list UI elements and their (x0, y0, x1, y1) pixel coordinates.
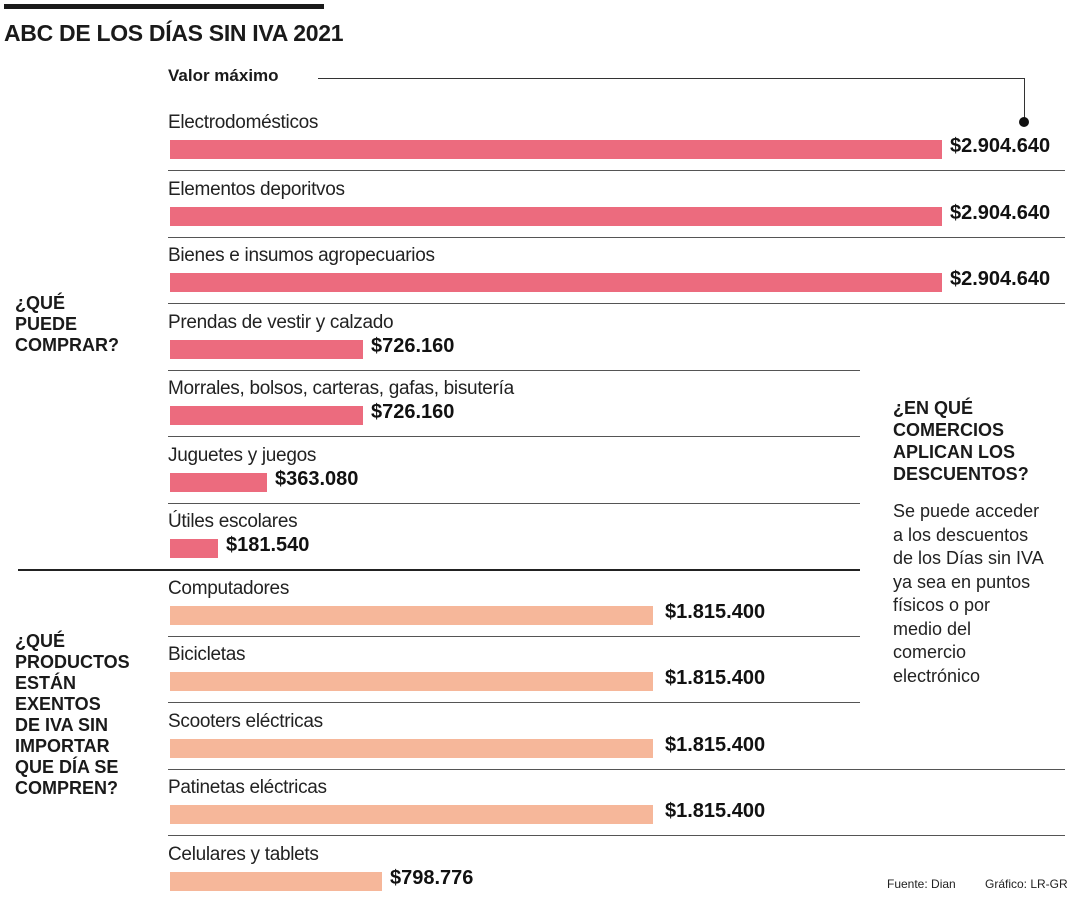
section-divider (18, 569, 860, 571)
side-question-line: ¿EN QUÉ (893, 398, 974, 418)
bar-value-label: $2.904.640 (950, 268, 1051, 290)
value-header-leader-line (318, 78, 1025, 79)
side-answer-line: electrónico (893, 665, 981, 686)
bar (170, 206, 942, 226)
bar-value-label: $726.160 (371, 401, 455, 423)
row-divider (168, 702, 860, 703)
row-divider (168, 237, 1065, 238)
bar (170, 605, 653, 625)
chart-title: ABC DE LOS DÍAS SIN IVA 2021 (4, 20, 344, 46)
side-answer-line: de los Días sin IVA (893, 548, 1044, 568)
bar (170, 339, 363, 359)
bar-category-label: Electrodomésticos (168, 112, 319, 133)
section-label-line: PRODUCTOS (15, 652, 130, 672)
side-question-line: APLICAN LOS (893, 442, 1016, 462)
side-question-line: DESCUENTOS? (893, 464, 1029, 484)
section-label-line: ¿QUÉ (15, 293, 66, 313)
bar-category-label: Bienes e insumos agropecuarios (168, 245, 435, 266)
bar-value-label: $1.815.400 (665, 667, 766, 689)
leader-dot-marker (1019, 117, 1029, 127)
bar (170, 472, 267, 492)
bar-value-label: $726.160 (371, 334, 455, 357)
bar-value-label: $363.080 (275, 467, 359, 490)
footer-source: Fuente: Dian (887, 877, 956, 891)
row-divider (168, 835, 1065, 836)
bar-category-label: Scooters eléctricas (168, 710, 323, 732)
bar-value-label: $2.904.640 (950, 135, 1051, 157)
bar-category-label: Morrales, bolsos, carteras, gafas, bisut… (168, 378, 514, 399)
bar (170, 273, 942, 292)
bar-value-label: $1.815.400 (665, 733, 766, 756)
bar-value-label: $1.815.400 (665, 600, 766, 623)
section-label-exempt: ¿QUÉ PRODUCTOS ESTÁN EXENTOS DE IVA SIN … (15, 631, 155, 799)
bar (170, 805, 653, 824)
section-label-line: COMPRAR? (15, 335, 119, 355)
bar-category-label: Computadores (168, 577, 290, 599)
section-label-line: EXENTOS (15, 694, 101, 714)
bar (170, 871, 382, 891)
bar (170, 140, 942, 159)
row-divider (168, 769, 1065, 770)
row-divider (168, 503, 860, 504)
bar-category-label: Juguetes y juegos (168, 444, 317, 466)
bar-category-label: Patinetas eléctricas (168, 777, 327, 798)
side-answer-line: Se puede acceder (893, 501, 1040, 521)
section-label-line: ¿QUÉ (15, 631, 66, 651)
bar-category-label: Elementos deporitvos (168, 178, 345, 200)
side-answer-line: a los descuentos (893, 524, 1029, 545)
bar-category-label: Prendas de vestir y calzado (168, 311, 394, 333)
value-header: Valor máximo (168, 66, 279, 85)
section-label-line: DE IVA SIN (15, 715, 109, 735)
section-label-can-buy: ¿QUÉ PUEDE COMPRAR? (15, 293, 155, 356)
bar-value-label: $2.904.640 (950, 201, 1051, 224)
bar (170, 672, 653, 691)
side-answer-line: físicos o por (893, 595, 991, 615)
bar-value-label: $1.815.400 (665, 800, 766, 822)
row-divider (168, 636, 860, 637)
bar (170, 539, 218, 558)
side-answer-line: comercio (893, 642, 967, 662)
section-label-line: QUE DÍA SE (15, 757, 119, 777)
section-label-line: COMPREN? (15, 778, 118, 798)
bar-value-label: $798.776 (390, 866, 474, 889)
section-label-line: IMPORTAR (15, 736, 110, 756)
title-rule (4, 4, 324, 9)
side-question-line: COMERCIOS (893, 420, 1005, 440)
side-answer-line: medio del (893, 618, 972, 639)
row-divider (168, 436, 860, 437)
bar (170, 406, 363, 425)
bar (170, 738, 653, 758)
value-header-leader-drop (1024, 78, 1025, 120)
bar-category-label: Útiles escolares (168, 511, 298, 532)
bar-value-label: $181.540 (226, 534, 310, 556)
row-divider (168, 170, 1065, 171)
section-label-line: ESTÁN (15, 673, 77, 693)
bar-category-label: Bicicletas (168, 644, 246, 665)
bar-category-label: Celulares y tablets (168, 843, 319, 865)
footer-credit: Gráfico: LR-GR (985, 877, 1068, 891)
side-panel-answer: Se puede acceder a los descuentos de los… (893, 500, 1044, 688)
section-label-line: PUEDE (15, 314, 78, 334)
row-divider (168, 303, 1065, 304)
side-answer-line: ya sea en puntos (893, 571, 1031, 592)
row-divider (168, 370, 860, 371)
side-panel-question: ¿EN QUÉ COMERCIOS APLICAN LOS DESCUENTOS… (893, 397, 1029, 485)
